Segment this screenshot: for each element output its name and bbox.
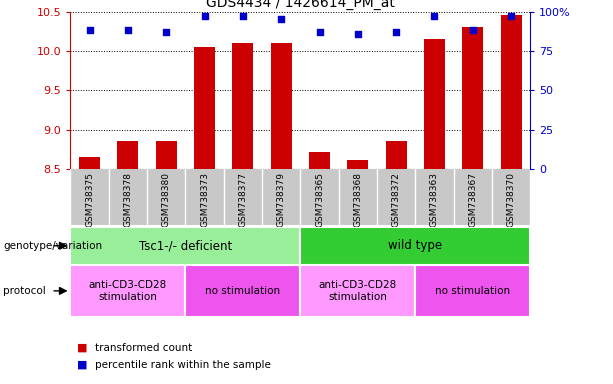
Bar <box>70 227 300 265</box>
Point <box>314 29 324 35</box>
Text: no stimulation: no stimulation <box>205 286 281 296</box>
Bar <box>424 39 445 169</box>
Point <box>353 30 363 36</box>
Text: anti-CD3-CD28
stimulation: anti-CD3-CD28 stimulation <box>319 280 397 302</box>
Text: percentile rank within the sample: percentile rank within the sample <box>95 360 271 370</box>
Text: no stimulation: no stimulation <box>435 286 511 296</box>
Text: GSM738363: GSM738363 <box>430 172 439 227</box>
Bar <box>300 265 416 317</box>
Text: Tsc1-/- deficient: Tsc1-/- deficient <box>139 239 232 252</box>
Bar <box>186 265 300 317</box>
Point <box>238 13 248 19</box>
Bar <box>501 15 522 169</box>
Point <box>200 13 210 19</box>
Bar <box>462 27 483 169</box>
Text: ■: ■ <box>77 343 87 353</box>
Point <box>161 29 171 35</box>
Point <box>276 16 286 22</box>
Bar <box>348 159 368 169</box>
Text: transformed count: transformed count <box>95 343 192 353</box>
Text: GSM738377: GSM738377 <box>238 172 248 227</box>
Point <box>85 27 94 33</box>
Text: GSM738365: GSM738365 <box>315 172 324 227</box>
Bar <box>300 227 530 265</box>
Bar <box>416 265 530 317</box>
Bar <box>118 141 139 169</box>
Text: GSM738370: GSM738370 <box>506 172 516 227</box>
Bar <box>79 157 100 169</box>
Text: GSM738378: GSM738378 <box>123 172 132 227</box>
Point <box>430 13 440 19</box>
Text: GSM738375: GSM738375 <box>85 172 94 227</box>
Text: GSM738379: GSM738379 <box>276 172 286 227</box>
Text: anti-CD3-CD28
stimulation: anti-CD3-CD28 stimulation <box>89 280 167 302</box>
Bar <box>232 43 253 169</box>
Text: wild type: wild type <box>388 239 443 252</box>
Text: ■: ■ <box>77 360 87 370</box>
Bar <box>70 265 186 317</box>
Bar <box>271 43 292 169</box>
Text: protocol: protocol <box>3 286 46 296</box>
Bar <box>156 141 177 169</box>
Point <box>123 27 133 33</box>
Bar <box>386 141 406 169</box>
Text: GSM738380: GSM738380 <box>162 172 171 227</box>
Title: GDS4434 / 1426614_PM_at: GDS4434 / 1426614_PM_at <box>206 0 395 10</box>
Text: GSM738367: GSM738367 <box>468 172 478 227</box>
Bar <box>194 47 215 169</box>
Bar <box>309 152 330 169</box>
Point <box>391 29 401 35</box>
Point <box>506 13 516 19</box>
Point <box>468 27 478 33</box>
Text: GSM738372: GSM738372 <box>392 172 401 227</box>
Text: GSM738373: GSM738373 <box>200 172 209 227</box>
Text: genotype/variation: genotype/variation <box>3 241 102 251</box>
Text: GSM738368: GSM738368 <box>353 172 362 227</box>
